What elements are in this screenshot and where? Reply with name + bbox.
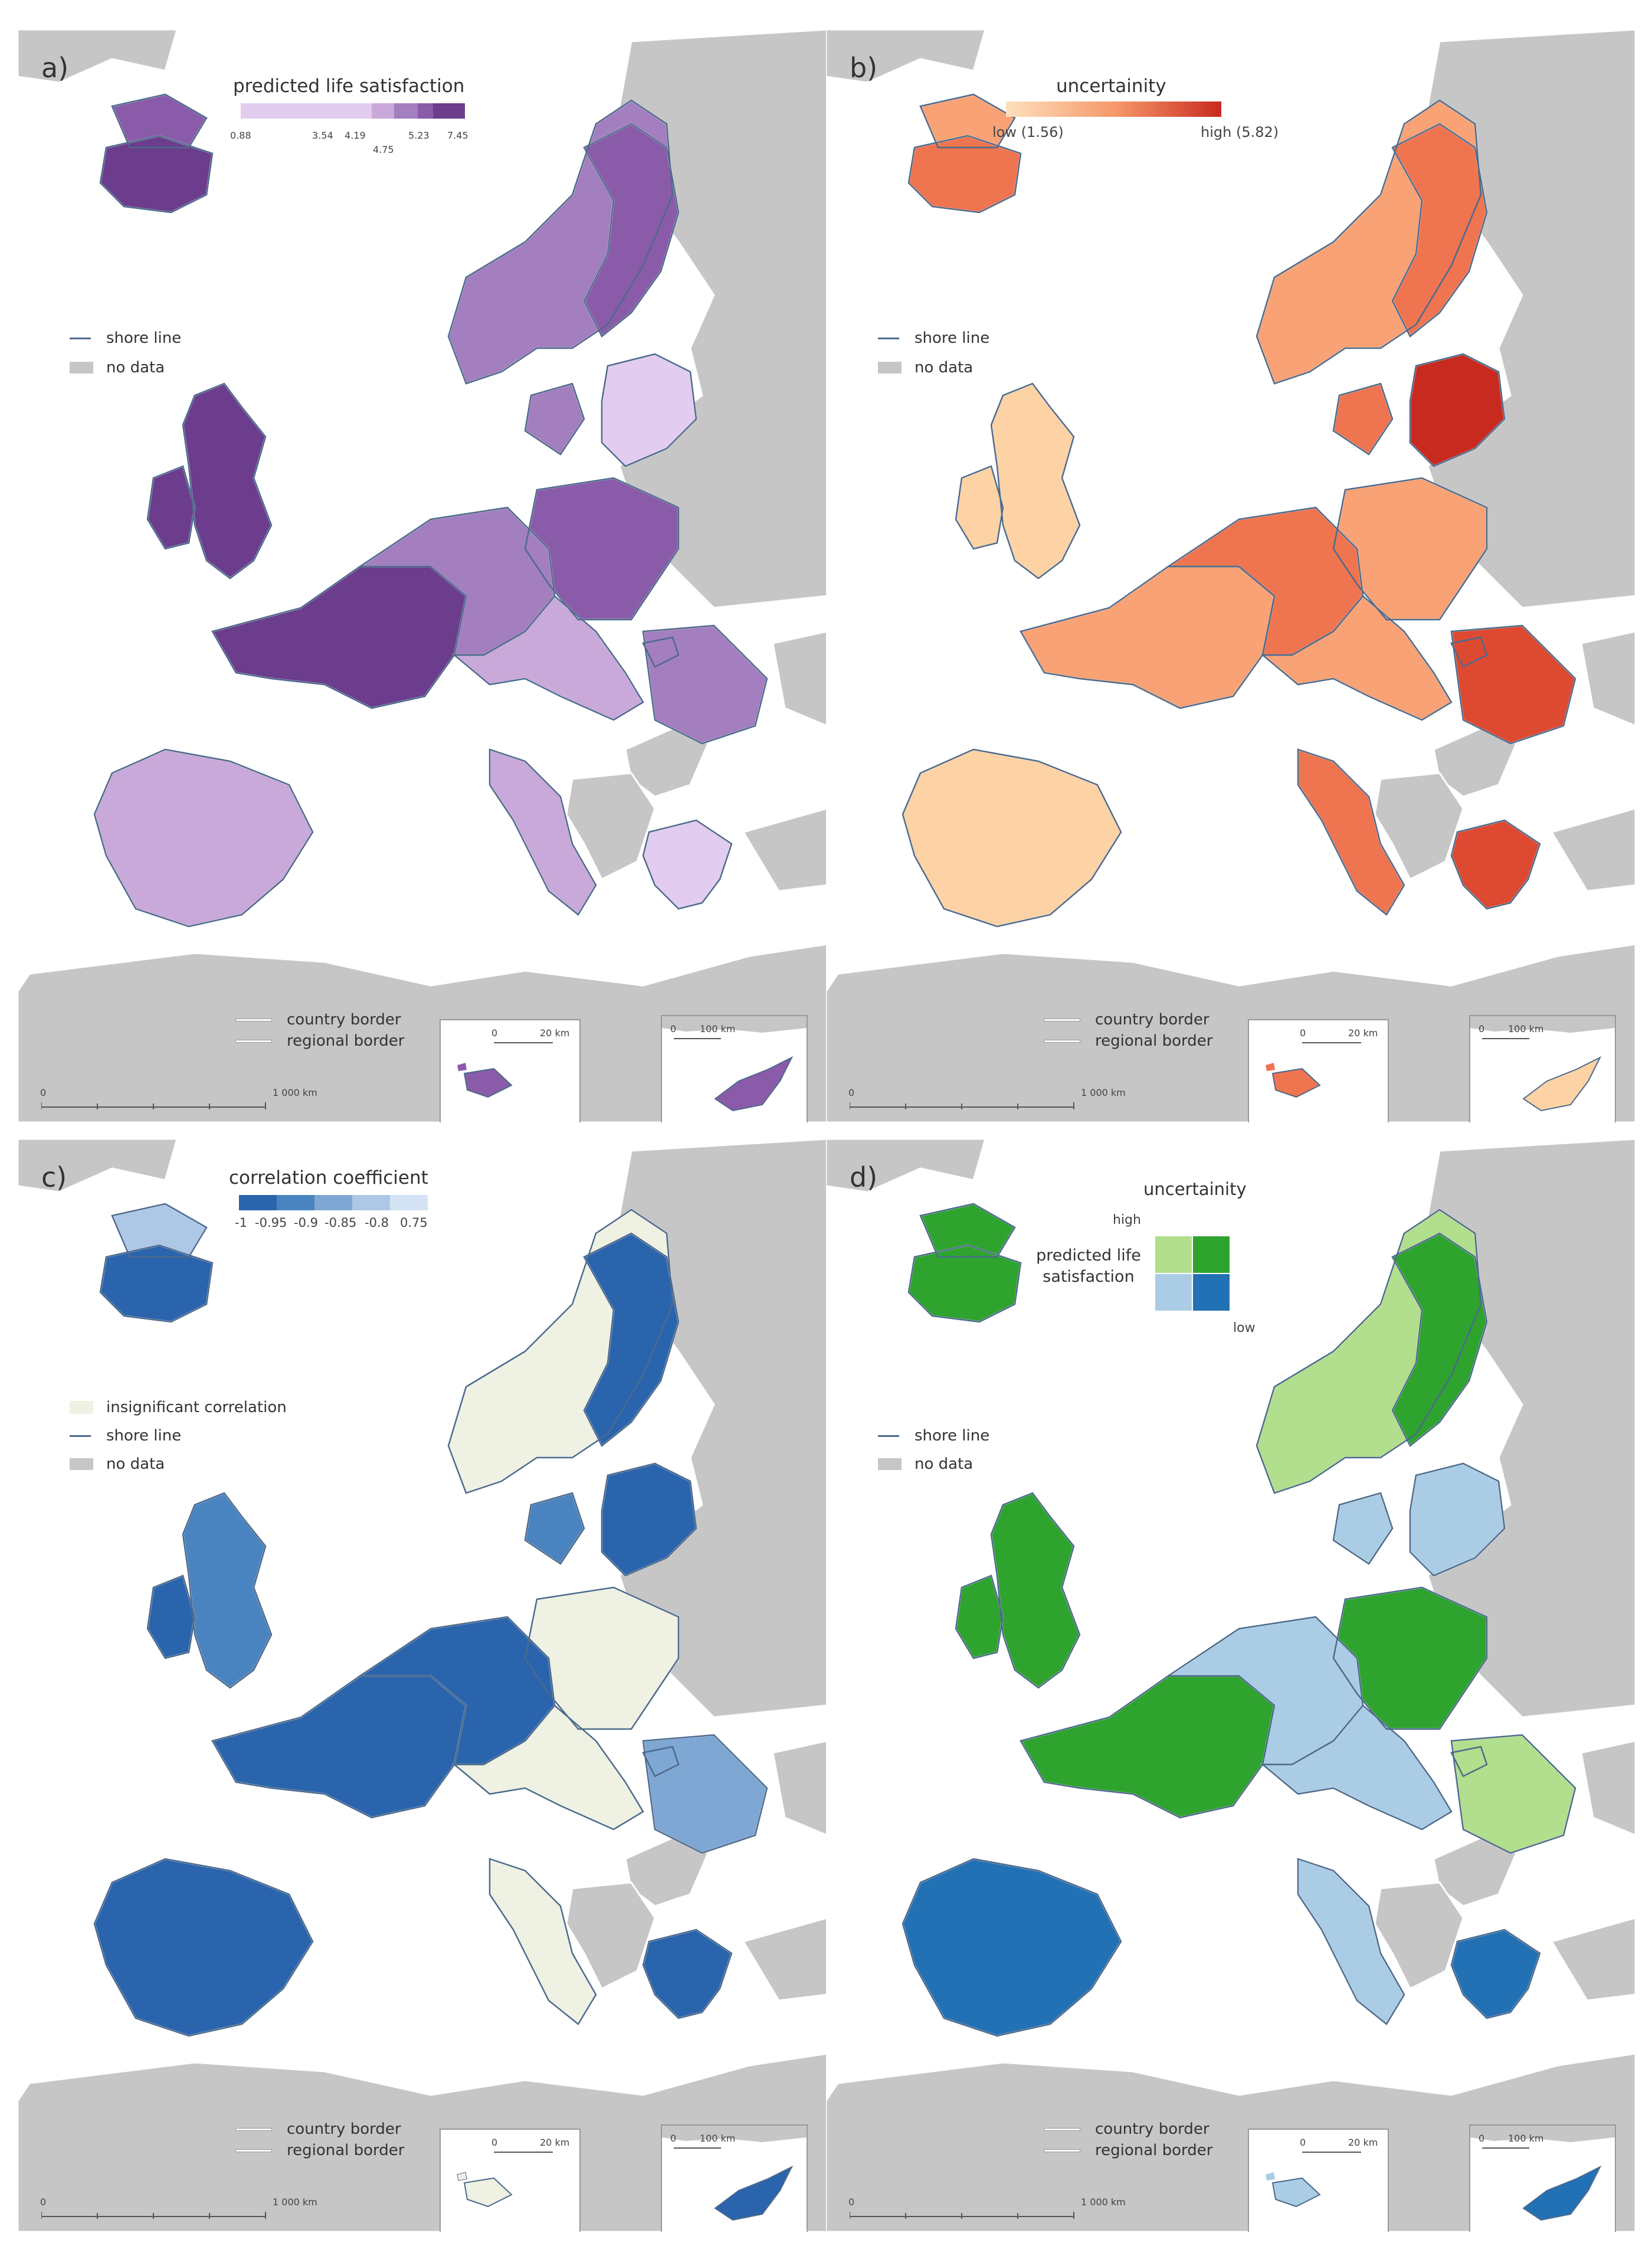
legend-title: predicted life satisfaction <box>233 76 465 97</box>
legend-tick-1: -0.95 <box>255 1216 287 1230</box>
legend-low: low <box>1233 1321 1256 1335</box>
legend-shore-line: shore line <box>70 1427 181 1445</box>
scale-bar: 0 1 000 km <box>40 1087 317 1109</box>
panel-label: d) <box>850 1161 878 1193</box>
inset-malta: 0 20 km <box>1248 2129 1389 2232</box>
legend-high: high (5.82) <box>1201 124 1279 140</box>
legend-high: high <box>1113 1213 1141 1227</box>
legend-tick-4: 5.23 <box>408 130 430 141</box>
inset-malta: 0 20 km <box>1248 1019 1389 1122</box>
legend-title: correlation coefficient <box>229 1167 428 1189</box>
legend-no-data: no data <box>70 1455 165 1473</box>
border-legend: country border regional border <box>236 1009 404 1052</box>
legend-shore-line: shore line <box>878 329 989 347</box>
legend-title: uncertainity <box>1056 76 1166 97</box>
legend-tick-0: -1 <box>235 1216 247 1230</box>
map-a <box>18 18 827 1122</box>
legend-insignificant: insignificant correlation <box>70 1399 287 1416</box>
scale-bar: 0 1 000 km <box>848 2196 1126 2219</box>
legend-no-data: no data <box>878 1455 973 1473</box>
scale-bar: 0 1 000 km <box>40 2196 317 2219</box>
bivariate-legend <box>1155 1236 1230 1311</box>
legend-tick-3: 4.75 <box>373 144 394 155</box>
inset-cyprus: 0 100 km <box>661 1015 808 1122</box>
legend-axis-label: predicted life satisfaction <box>1036 1246 1141 1286</box>
panel-b: b) uncertainity low (1.56) high (5.82) s… <box>826 18 1635 1122</box>
legend-tick-0: 0.88 <box>230 130 251 141</box>
border-legend: country border regional border <box>1044 1009 1212 1052</box>
legend-no-data: no data <box>878 359 973 376</box>
legend-tick-5: 0.75 <box>400 1216 428 1230</box>
legend-shore-line: shore line <box>70 329 181 347</box>
legend-tick-2: 4.19 <box>345 130 366 141</box>
inset-malta: 0 20 km <box>440 2129 581 2232</box>
map-d <box>826 1127 1635 2232</box>
map-b <box>826 18 1635 1122</box>
legend-tick-3: -0.85 <box>324 1216 357 1230</box>
legend-tick-4: -0.8 <box>365 1216 389 1230</box>
panel-label: a) <box>41 52 69 84</box>
legend-tick-2: -0.9 <box>294 1216 318 1230</box>
legend-color-ramp <box>1006 102 1221 117</box>
legend-title: uncertainity <box>1143 1179 1247 1199</box>
inset-malta: 0 20 km <box>440 1019 581 1122</box>
panel-label: c) <box>41 1161 67 1193</box>
legend-tick-5: 7.45 <box>447 130 468 141</box>
inset-cyprus: 0 100 km <box>1469 1015 1616 1122</box>
legend-tick-1: 3.54 <box>312 130 333 141</box>
panel-a: a) predicted life satisfaction 0.88 3.54… <box>18 18 827 1122</box>
legend-no-data: no data <box>70 359 165 376</box>
legend-shore-line: shore line <box>878 1427 989 1445</box>
border-legend: country border regional border <box>1044 2119 1212 2161</box>
scale-bar: 0 1 000 km <box>848 1087 1126 1109</box>
inset-cyprus: 0 100 km <box>1469 2124 1616 2232</box>
panel-d: d) uncertainity high predicted life sati… <box>826 1127 1635 2232</box>
panel-c: c) correlation coefficient -1 -0.95 -0.9… <box>18 1127 827 2232</box>
inset-cyprus: 0 100 km <box>661 2124 808 2232</box>
legend-low: low (1.56) <box>992 124 1064 140</box>
legend-color-bar <box>241 103 465 119</box>
panel-label: b) <box>850 52 878 84</box>
border-legend: country border regional border <box>236 2119 404 2161</box>
map-c <box>18 1127 827 2232</box>
legend-color-bar <box>239 1195 428 1210</box>
